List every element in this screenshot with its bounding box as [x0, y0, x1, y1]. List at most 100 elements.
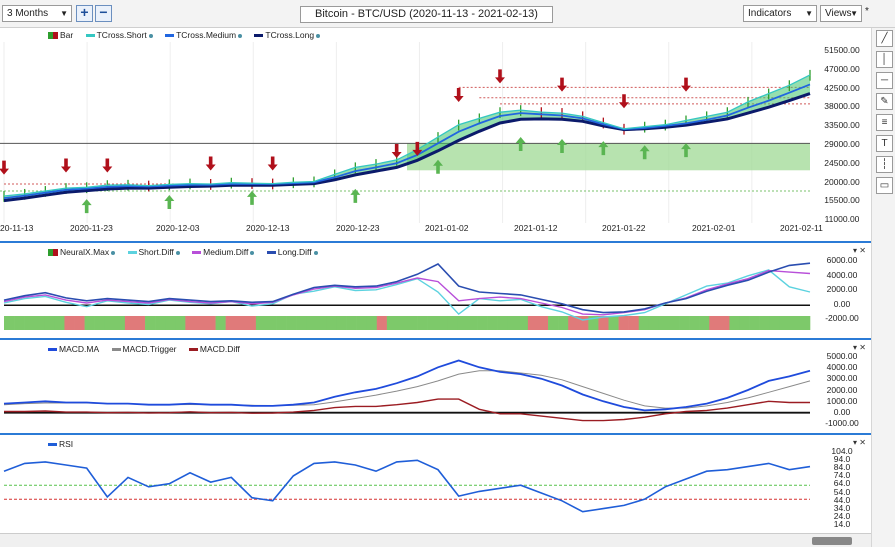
neuralx-bar [769, 316, 781, 330]
zoom-out-button[interactable]: − [95, 5, 112, 22]
neuralx-bar [558, 316, 569, 330]
neural-legend: NeuralX.Max Short.Diff Medium.Diff Long.… [48, 247, 328, 259]
sell-arrow-icon [60, 158, 71, 173]
price-x-tick: 2021-01-12 [514, 223, 558, 233]
fibonacci-icon[interactable]: ≡ [876, 114, 893, 131]
neuralx-bar [407, 316, 418, 330]
neuralx-bar [124, 316, 136, 330]
sell-arrow-icon [681, 77, 691, 92]
price-x-tick: 2021-01-02 [425, 223, 469, 233]
neuralx-bar [709, 316, 720, 330]
panel-controls[interactable]: ▾ ✕ [853, 246, 866, 255]
neuralx-bar [598, 316, 609, 330]
neuralx-bar [608, 316, 619, 330]
panel-controls[interactable]: ▾ ✕ [853, 343, 866, 352]
neuralx-bar [24, 316, 35, 330]
neuralx-bar [638, 316, 650, 330]
neuralx-bar [296, 316, 307, 330]
tcross-line-tcross-short [3, 74, 811, 197]
views-dropdown[interactable]: Views ▼ [820, 5, 862, 22]
macd-legend: MACD.MA MACD.Trigger MACD.Diff [48, 344, 250, 356]
chevron-down-icon: ▼ [850, 9, 858, 18]
rsi-chart[interactable] [0, 437, 871, 533]
neuralx-bar [729, 316, 740, 330]
comment-icon[interactable]: ▭ [876, 177, 893, 194]
neuralx-bar [114, 316, 126, 330]
horizontal-line-icon[interactable]: ─ [876, 72, 893, 89]
price-y-tick: 11000.00 [824, 214, 860, 225]
vertical-line-icon[interactable]: │ [876, 51, 893, 68]
range-select-value: 3 Months [7, 8, 49, 19]
indicators-dropdown[interactable]: Indicators ▼ [743, 5, 817, 22]
horizontal-scrollbar[interactable] [0, 533, 871, 547]
chart-title: Bitcoin - BTC/USD (2020-11-13 - 2021-02-… [300, 6, 553, 23]
buy-arrow-icon [81, 199, 92, 214]
neuralx-bar [779, 316, 791, 330]
tcross-line-tcross-long [3, 92, 811, 203]
macd-line-0 [3, 359, 811, 412]
sell-arrow-icon [557, 77, 567, 92]
neuralx-bar [548, 316, 559, 330]
rsi-y-tick: 44.0 [833, 494, 851, 505]
legend-bar: Bar [48, 30, 73, 40]
neuralx-bar [417, 316, 428, 330]
price-panel: Bar TCross.Short TCross.Medium TCross.Lo… [0, 28, 871, 243]
macd-chart[interactable] [0, 342, 871, 435]
rsi-y-tick: 74.0 [833, 470, 851, 481]
neural-y-tick: 4000.00 [826, 269, 858, 280]
neuralx-bar [74, 316, 85, 330]
range-select[interactable]: 3 Months ▼ [2, 5, 72, 22]
neuralx-bar [427, 316, 438, 330]
neuralx-bar [578, 316, 589, 330]
panel-controls[interactable]: ▾ ✕ [853, 438, 866, 447]
legend-short: TCross.Short [85, 30, 153, 40]
price-y-tick: 51500.00 [824, 45, 860, 55]
rsi-y-tick: 104.0 [831, 446, 853, 456]
pin-icon[interactable]: * [865, 6, 869, 17]
neuralx-bar [165, 316, 176, 330]
scrollbar-thumb[interactable] [812, 537, 852, 545]
neuralx-bar [437, 316, 448, 330]
price-chart[interactable] [0, 28, 871, 243]
legend-long: TCross.Long [254, 30, 321, 40]
rsi-y-tick: 54.0 [833, 486, 851, 497]
price-y-tick: 47000.00 [824, 63, 860, 74]
rsi-y-tick: 14.0 [833, 518, 851, 529]
buy-arrow-icon [350, 188, 361, 203]
zoom-in-button[interactable]: + [76, 5, 93, 22]
chevron-down-icon: ▼ [60, 9, 68, 18]
vertical-dotted-icon[interactable]: ┆ [876, 156, 893, 173]
legend-macd-trigger: MACD.Trigger [111, 344, 177, 354]
sell-arrow-icon [619, 94, 629, 109]
neuralx-bar [719, 316, 730, 330]
neuralx-bar [568, 316, 579, 330]
legend-long-diff: Long.Diff [266, 247, 318, 257]
text-icon[interactable]: T [876, 135, 893, 152]
legend-macd-diff: MACD.Diff [188, 344, 240, 354]
neuralx-bar [84, 316, 95, 330]
indicators-label: Indicators [748, 8, 792, 19]
macd-y-tick: 2000.00 [826, 384, 858, 395]
tcross-line-tcross-medium [3, 83, 811, 199]
neuralx-bar [799, 316, 811, 330]
price-x-tick: 2020-12-23 [336, 223, 380, 233]
neuralx-bar [14, 316, 25, 330]
line-tool-icon[interactable]: ╱ [876, 30, 893, 47]
neuralx-bar [286, 316, 297, 330]
neuralx-bar [195, 316, 206, 330]
macd-y-tick: 3000.00 [826, 373, 858, 384]
buy-arrow-icon [639, 145, 650, 160]
neural-y-tick: 2000.00 [826, 284, 858, 294]
neuralx-bar [497, 316, 509, 330]
price-y-tick: 29000.00 [824, 139, 860, 149]
neuralx-bar [477, 316, 488, 330]
neuralx-bar [749, 316, 760, 330]
rsi-panel: RSI ▾ ✕ 104.0 94.0 84.0 74.0 64.0 54.0 44.0 34.… [0, 437, 871, 533]
neuralx-bar [527, 316, 539, 330]
buy-arrow-icon [598, 141, 609, 156]
sell-arrow-icon [205, 156, 216, 171]
pencil-icon[interactable]: ✎ [876, 93, 893, 110]
macd-line-1 [3, 370, 811, 409]
neural-chart[interactable] [0, 245, 871, 340]
price-y-tick: 15500.00 [824, 195, 860, 206]
